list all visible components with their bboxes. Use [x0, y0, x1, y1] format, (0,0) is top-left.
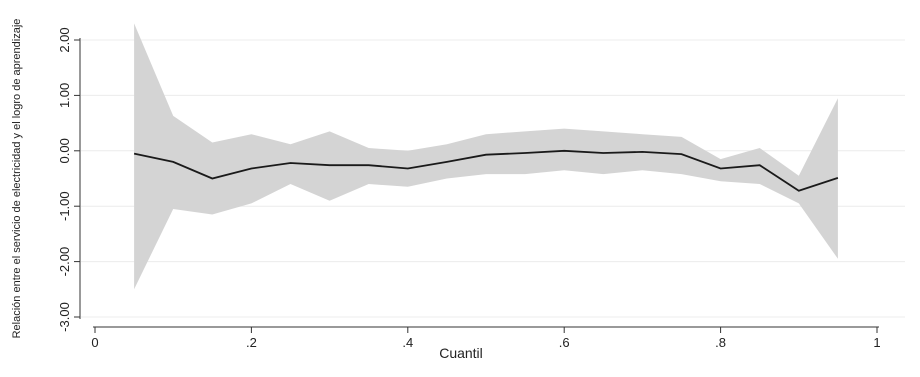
axes-layer: [79, 38, 879, 328]
x-axis-title: Cuantil: [439, 345, 483, 361]
y-tick-label-5: -3.00: [57, 302, 72, 332]
x-tick-label-4: .8: [715, 335, 726, 350]
y-tick-label-3: -1.00: [57, 191, 72, 221]
y-tick-label-4: -2.00: [57, 247, 72, 277]
confidence-band: [134, 23, 838, 290]
x-tick-label-5: 1: [873, 335, 880, 350]
y-axis-title: Relación entre el servicio de electricid…: [11, 19, 23, 339]
y-tick-label-2: 0.00: [57, 138, 72, 163]
estimate-line: [133, 149, 839, 192]
x-ticks: 0 .2 .4 .6 .8 1: [91, 327, 881, 350]
y-tick-label-1: 1.00: [57, 83, 72, 108]
y-ticks: 2.00 1.00 0.00 -1.00 -2.00 -3.00: [57, 27, 80, 332]
x-tick-label-3: .6: [559, 335, 570, 350]
x-tick-label-1: .2: [246, 335, 257, 350]
x-tick-label-0: 0: [91, 335, 98, 350]
x-tick-label-2: .4: [402, 335, 413, 350]
y-tick-label-0: 2.00: [57, 27, 72, 52]
